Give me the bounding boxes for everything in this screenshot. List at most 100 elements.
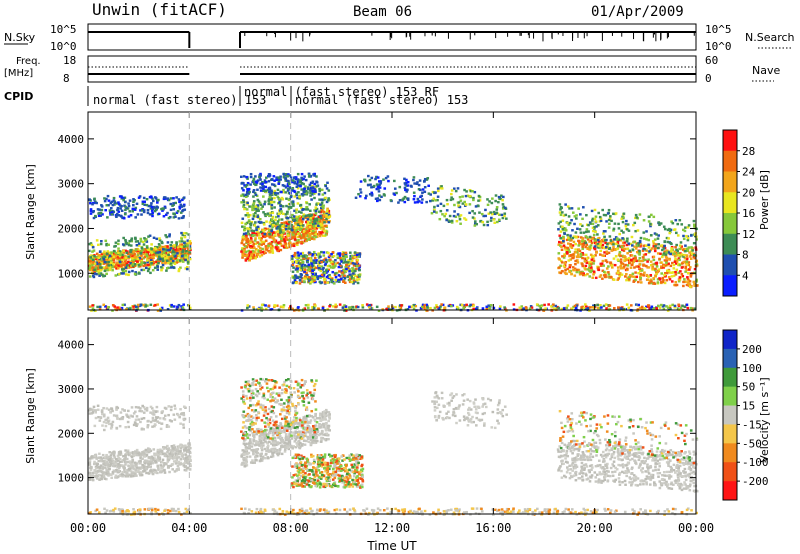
data-cell bbox=[272, 175, 276, 178]
data-cell bbox=[370, 186, 373, 189]
data-cell bbox=[164, 234, 167, 237]
data-cell bbox=[375, 187, 379, 191]
data-cell bbox=[120, 306, 124, 310]
data-cell bbox=[122, 249, 125, 253]
data-cell bbox=[621, 241, 625, 244]
data-cell bbox=[182, 204, 185, 208]
data-cell bbox=[288, 186, 292, 189]
data-cell bbox=[590, 209, 594, 213]
data-cell bbox=[112, 249, 116, 253]
data-cell bbox=[399, 308, 403, 311]
data-cell bbox=[650, 234, 653, 237]
data-cell bbox=[572, 240, 576, 244]
data-cell bbox=[599, 262, 603, 266]
data-cell bbox=[686, 281, 690, 284]
data-cell bbox=[614, 236, 618, 239]
data-cell bbox=[300, 255, 303, 258]
data-cell bbox=[246, 187, 249, 191]
data-cell bbox=[307, 214, 310, 217]
data-cell bbox=[634, 216, 637, 220]
data-cell bbox=[284, 213, 288, 216]
data-cell bbox=[642, 264, 645, 267]
data-cell bbox=[334, 303, 337, 306]
data-cell bbox=[617, 222, 620, 226]
data-cell bbox=[246, 181, 250, 185]
data-cell bbox=[579, 255, 583, 258]
data-cell bbox=[240, 241, 244, 245]
data-cell bbox=[677, 263, 680, 267]
data-cell bbox=[562, 237, 565, 240]
data-cell bbox=[293, 195, 297, 198]
data-cell bbox=[461, 195, 464, 198]
data-cell bbox=[557, 240, 561, 244]
data-cell bbox=[130, 257, 134, 260]
data-cell bbox=[148, 234, 152, 237]
data-cell bbox=[598, 253, 602, 256]
data-cell bbox=[596, 303, 599, 307]
data-cell bbox=[243, 237, 246, 240]
data-cell bbox=[181, 306, 185, 309]
data-cell bbox=[344, 251, 348, 255]
data-cell bbox=[616, 266, 620, 269]
data-cell bbox=[291, 218, 295, 222]
data-cell bbox=[639, 276, 643, 280]
data-cell bbox=[309, 194, 312, 197]
data-cell bbox=[285, 204, 288, 208]
data-cell bbox=[604, 230, 607, 233]
data-cell bbox=[136, 257, 140, 261]
data-cell bbox=[586, 268, 590, 271]
data-cell bbox=[601, 259, 605, 263]
data-cell bbox=[656, 252, 660, 255]
data-cell bbox=[122, 263, 126, 267]
data-cell bbox=[270, 197, 274, 200]
data-cell bbox=[264, 185, 268, 189]
data-cell bbox=[559, 236, 562, 240]
data-cell bbox=[497, 195, 501, 199]
data-cell bbox=[427, 184, 430, 187]
data-cell bbox=[313, 209, 316, 212]
data-cell bbox=[173, 248, 177, 252]
data-cell bbox=[673, 304, 677, 308]
data-cell bbox=[628, 249, 631, 252]
data-cell bbox=[111, 309, 114, 312]
data-cell bbox=[122, 272, 125, 275]
data-cell bbox=[272, 223, 275, 227]
data-cell bbox=[642, 231, 646, 234]
data-cell bbox=[240, 240, 244, 243]
data-cell bbox=[297, 259, 300, 263]
data-cell bbox=[582, 231, 586, 234]
data-cell bbox=[671, 261, 674, 265]
data-cell bbox=[146, 269, 150, 273]
data-cell bbox=[149, 303, 153, 306]
data-cell bbox=[91, 266, 95, 269]
data-cell bbox=[619, 258, 623, 261]
data-cell bbox=[175, 242, 178, 246]
data-cell bbox=[588, 246, 591, 249]
data-cell bbox=[122, 217, 126, 220]
data-cell bbox=[682, 284, 685, 288]
data-cell bbox=[573, 304, 577, 308]
data-cell bbox=[115, 265, 119, 268]
data-cell bbox=[274, 218, 277, 222]
data-cell bbox=[313, 253, 316, 257]
data-cell bbox=[160, 306, 164, 310]
data-cell bbox=[259, 239, 263, 242]
data-cell bbox=[172, 253, 175, 256]
data-cell bbox=[619, 254, 623, 258]
data-cell bbox=[256, 206, 260, 209]
data-cell bbox=[167, 257, 171, 260]
data-cell bbox=[677, 278, 681, 281]
data-cell bbox=[268, 251, 272, 254]
data-cell bbox=[136, 303, 140, 307]
data-cell bbox=[241, 256, 244, 259]
data-cell bbox=[267, 242, 271, 246]
data-cell bbox=[157, 260, 161, 264]
data-cell bbox=[103, 258, 107, 262]
data-cell bbox=[137, 196, 141, 199]
data-cell bbox=[368, 178, 372, 182]
data-cell bbox=[307, 277, 310, 281]
data-cell bbox=[328, 273, 331, 277]
data-cell bbox=[689, 257, 693, 260]
data-cell bbox=[263, 232, 267, 236]
data-cell bbox=[100, 204, 103, 207]
